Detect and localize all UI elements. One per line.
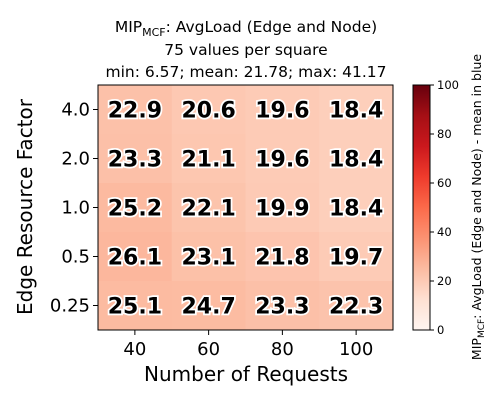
cell-value-label: 19.9 [255, 197, 309, 222]
cell-value-label: 26.1 [108, 246, 162, 271]
x-tick-label: 40 [123, 339, 146, 360]
colorbar-tick-label: 100 [437, 78, 459, 92]
cell-value-label: 23.3 [108, 148, 162, 173]
heatmap-cell [171, 232, 246, 282]
cell-value-label: 22.3 [329, 295, 383, 320]
cell-value-label: 19.6 [255, 99, 309, 124]
y-axis-label: Edge Resource Factor [13, 98, 37, 315]
cell-value-label: 25.2 [108, 197, 162, 222]
chart-title-line1: MIPMCF: AvgLoad (Edge and Node) [115, 18, 377, 39]
y-tick-label: 0.25 [50, 296, 90, 317]
colorbar [412, 84, 431, 331]
cell-value-label: 25.1 [108, 295, 162, 320]
heatmap-cell [245, 183, 320, 233]
y-tick-label: 1.0 [61, 198, 90, 219]
heatmap-cell [319, 134, 394, 184]
cell-value-label: 23.1 [181, 246, 235, 271]
cell-value-label: 19.6 [255, 148, 309, 173]
heatmap-cell [319, 85, 394, 135]
colorbar-tick-label: 0 [437, 323, 444, 337]
cell-value-label: 22.9 [108, 99, 162, 124]
heatmap-cell [171, 85, 246, 135]
y-tick-label: 4.0 [61, 100, 90, 121]
y-tick-label: 0.5 [61, 247, 90, 268]
heatmap-cell [171, 134, 246, 184]
cell-value-label: 23.3 [255, 295, 309, 320]
colorbar-label: MIPMCF: AvgLoad (Edge and Node) - mean i… [469, 54, 487, 360]
colorbar-tick-label: 80 [437, 127, 452, 141]
heatmap-cell [245, 134, 320, 184]
x-tick-label: 100 [339, 339, 373, 360]
x-tick-label: 60 [197, 339, 220, 360]
heatmap-cell [98, 281, 173, 331]
heatmap-cell [98, 232, 173, 282]
cell-value-label: 19.7 [329, 246, 383, 271]
cell-value-label: 21.1 [181, 148, 235, 173]
heatmap-cell [245, 85, 320, 135]
heatmap-cell [245, 232, 320, 282]
heatmap-cell [319, 281, 394, 331]
cell-value-label: 18.4 [329, 197, 383, 222]
heatmap-cell [171, 183, 246, 233]
x-axis-ticks: 40 60 80 100 [123, 330, 373, 360]
heatmap-cell [98, 134, 173, 184]
cell-value-label: 24.7 [181, 295, 235, 320]
cell-value-label: 21.8 [255, 246, 309, 271]
colorbar-ticks: 0 20 40 60 80 100 [430, 78, 459, 337]
heatmap-cell [98, 183, 173, 233]
colorbar-tick-label: 20 [437, 274, 452, 288]
chart-title-line2: 75 values per square [164, 41, 327, 59]
heatmap-cells [98, 85, 394, 331]
x-axis-label: Number of Requests [144, 362, 348, 386]
x-tick-label: 80 [271, 339, 294, 360]
chart-title-line3: min: 6.57; mean: 21.78; max: 41.17 [106, 63, 387, 81]
heatmap-cell [319, 232, 394, 282]
heatmap-cell [98, 85, 173, 135]
colorbar-tick-label: 60 [437, 176, 452, 190]
colorbar-tick-label: 40 [437, 225, 452, 239]
heatmap-cell-labels: 22.9 20.6 19.6 18.4 23.3 21.1 19.6 18.4 25.2 22.1… [106, 97, 385, 322]
heatmap-cell [319, 183, 394, 233]
cell-value-label: 18.4 [329, 148, 383, 173]
y-axis-ticks: 4.0 2.0 1.0 0.5 0.25 [50, 100, 98, 317]
heatmap-cell [245, 281, 320, 331]
heatmap-cell [171, 281, 246, 331]
cell-value-label: 20.6 [181, 99, 235, 124]
cell-value-label: 22.1 [181, 197, 235, 222]
cell-value-label: 18.4 [329, 99, 383, 124]
y-tick-label: 2.0 [61, 149, 90, 170]
